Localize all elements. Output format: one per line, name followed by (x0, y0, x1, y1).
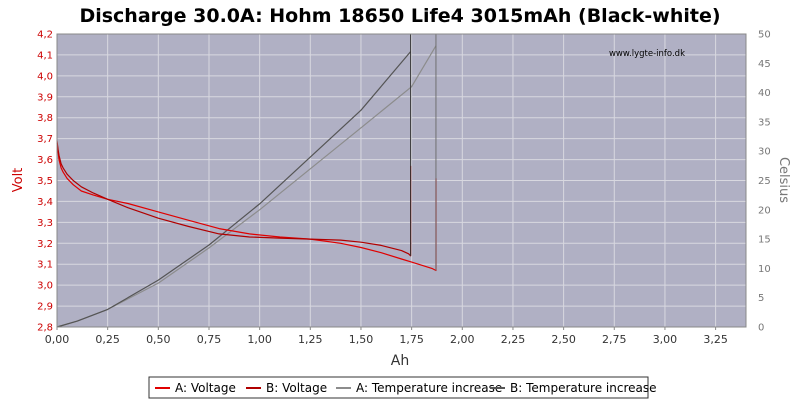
y-left-tick-label: 4,1 (37, 50, 53, 61)
y-left-tick-label: 3,3 (37, 218, 53, 229)
x-tick-label: 3,25 (703, 333, 728, 346)
plot-frame (56, 33, 747, 328)
x-tick-label: 2,00 (450, 333, 475, 346)
y-right-tick-label: 10 (758, 264, 771, 275)
y-right-tick-label: 30 (758, 147, 771, 158)
y-left-tick-label: 3,1 (37, 260, 53, 271)
legend-item-a-temperature: A: Temperature increase (336, 381, 502, 395)
x-tick-label: 1,50 (349, 333, 374, 346)
x-tick-label: 2,50 (551, 333, 576, 346)
x-tick-label: 1,75 (399, 333, 424, 346)
legend-item-b-temperature: B: Temperature increase (490, 381, 657, 395)
legend: A: Voltage B: Voltage A: Temperature inc… (148, 376, 657, 399)
y-right-tick-label: 20 (758, 205, 771, 216)
series-line-b-voltage (56, 140, 412, 257)
y-right-tick-label: 35 (758, 117, 771, 128)
x-tick-label: 2,25 (501, 333, 526, 346)
x-tick-label: 1,25 (298, 333, 323, 346)
left-axis-ticks: 2,8 2,9 3,0 3,1 3,2 3,3 3,4 3,5 3,6 3,7 3,8 3,9 4,0 4… (37, 30, 53, 334)
y-left-tick-label: 4,0 (37, 71, 53, 82)
series-layer (56, 34, 437, 328)
legend-label-a-temperature: A: Temperature increase (356, 381, 502, 395)
y-left-tick-label: 2,9 (37, 302, 53, 313)
series-line-b-temperature-increase (56, 51, 412, 328)
x-tick-label: 1,00 (247, 333, 272, 346)
legend-label-b-voltage: B: Voltage (266, 381, 327, 395)
y-right-axis-label: Celsius (776, 157, 791, 203)
y-left-tick-label: 3,4 (37, 197, 53, 208)
x-tick-label: 2,75 (602, 333, 627, 346)
y-left-tick-label: 3,8 (37, 113, 53, 124)
y-left-tick-label: 3,2 (37, 239, 53, 250)
y-left-axis-label: Volt (11, 168, 26, 193)
y-right-tick-label: 5 (758, 293, 764, 304)
x-axis-ticks: 0,00 0,25 0,50 0,75 1,00 1,25 1,50 1,75 2,00 2,25… (45, 327, 728, 346)
legend-box (148, 376, 649, 399)
y-right-tick-label: 25 (758, 176, 771, 187)
y-left-tick-label: 3,0 (37, 281, 53, 292)
y-right-tick-label: 15 (758, 235, 771, 246)
y-left-tick-label: 3,9 (37, 92, 53, 103)
y-right-tick-label: 0 (758, 323, 764, 334)
right-axis-ticks: 0 5 10 15 20 25 30 35 40 45 50 (758, 30, 771, 334)
series-line-a-voltage (56, 142, 437, 272)
y-right-tick-label: 40 (758, 88, 771, 99)
y-left-tick-label: 4,2 (37, 30, 53, 41)
chart-title: Discharge 30.0A: Hohm 18650 Life4 3015mA… (79, 5, 720, 27)
legend-label-a-voltage: A: Voltage (175, 381, 236, 395)
y-left-tick-label: 3,5 (37, 176, 53, 187)
y-right-tick-label: 50 (758, 30, 771, 41)
legend-item-b-voltage: B: Voltage (246, 381, 327, 395)
watermark-text: www.lygte-info.dk (609, 49, 685, 59)
x-tick-label: 0,25 (95, 333, 120, 346)
x-tick-label: 0,75 (197, 333, 222, 346)
x-axis-label: Ah (391, 353, 409, 369)
x-tick-label: 0,00 (45, 333, 70, 346)
legend-label-b-temperature: B: Temperature increase (510, 381, 657, 395)
legend-item-a-voltage: A: Voltage (155, 381, 236, 395)
x-tick-label: 3,00 (653, 333, 678, 346)
x-tick-label: 0,50 (146, 333, 171, 346)
y-left-tick-label: 3,7 (37, 134, 53, 145)
y-left-tick-label: 2,8 (37, 323, 53, 334)
y-right-tick-label: 45 (758, 59, 771, 70)
y-left-tick-label: 3,6 (37, 155, 53, 166)
